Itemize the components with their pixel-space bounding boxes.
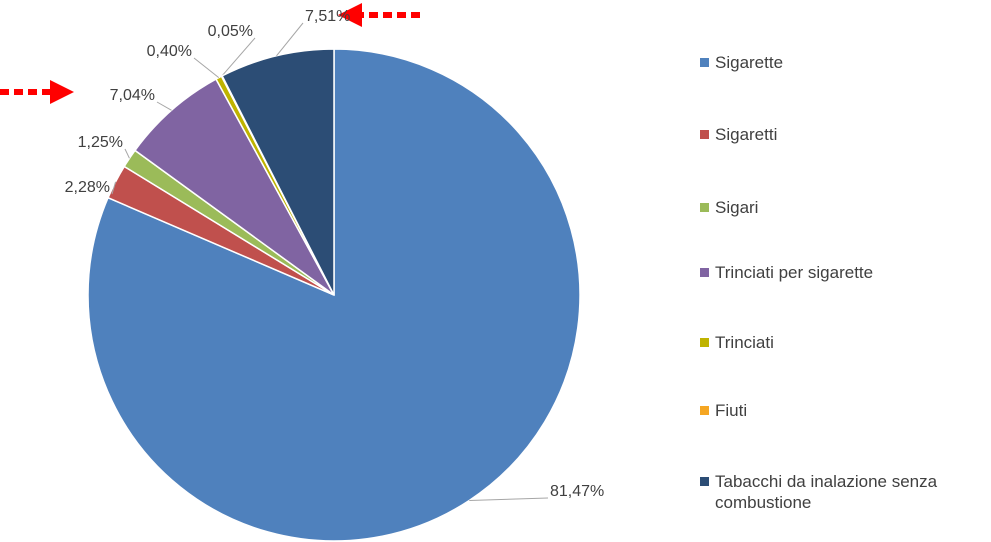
leader-line (276, 22, 304, 57)
legend-swatch (700, 130, 709, 139)
leader-line (124, 148, 130, 159)
legend-item: Fiuti (700, 400, 990, 421)
legend-label: Sigarette (715, 53, 784, 72)
legend-item: Sigaretti (700, 124, 990, 145)
pie-slice (221, 48, 335, 296)
legend-item: Trinciati per sigarette (700, 262, 990, 283)
legend-label: Sigari (715, 198, 759, 217)
legend-item: Trinciati (700, 332, 990, 353)
legend-swatch (700, 268, 709, 277)
legend-label: Sigaretti (715, 125, 778, 144)
data-label: 7,51% (305, 8, 350, 25)
leader-line (221, 37, 256, 77)
data-label: 0,40% (147, 43, 192, 60)
leader-line (111, 181, 117, 195)
legend-label: Trinciati (715, 333, 774, 352)
legend-swatch (700, 203, 709, 212)
data-label: 2,28% (65, 179, 110, 196)
leader-line (156, 101, 172, 111)
legend-label: Fiuti (715, 401, 748, 420)
leader-line (469, 497, 549, 501)
data-label: 1,25% (78, 134, 123, 151)
data-label: 0,05% (208, 23, 253, 40)
legend-label: Tabacchi da inalazione senza combustione (715, 472, 938, 512)
legend-swatch (700, 477, 709, 486)
data-label: 81,47% (550, 483, 604, 500)
legend-label: Trinciati per sigarette (715, 263, 874, 282)
legend-swatch (700, 338, 709, 347)
pie-slice (133, 78, 335, 296)
legend-swatch (700, 58, 709, 67)
data-label: 7,04% (110, 87, 155, 104)
legend-item: Sigarette (700, 52, 990, 73)
legend-swatch (700, 406, 709, 415)
leader-line (193, 57, 220, 79)
legend-item: Tabacchi da inalazione senza combustione (700, 471, 990, 513)
legend-item: Sigari (700, 197, 990, 218)
